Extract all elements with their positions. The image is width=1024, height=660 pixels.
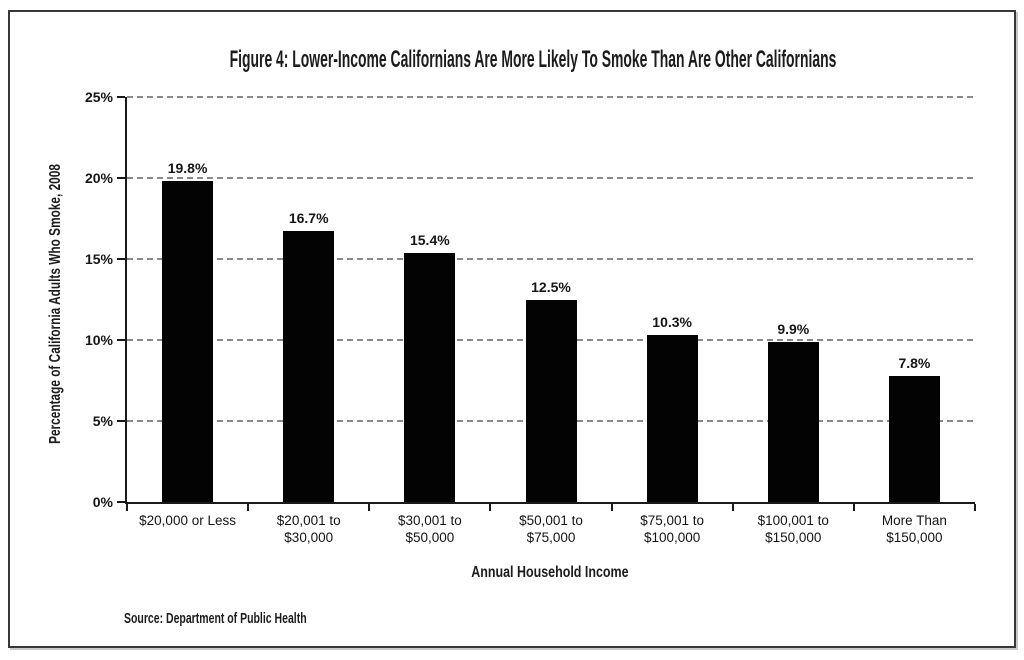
x-tick-4 [610,504,613,511]
category-label-6: $100,001 to $150,000 [757,513,829,545]
x-tick-2 [368,504,371,511]
source-note: Source: Department of Public Health [124,610,307,627]
plot-area: 0% 5% 10% 15% 20% 25% 19.8% $20,000 or Less 16.7… [85,89,976,545]
y-tick-5pct [117,420,125,422]
bar-value-label-2: 16.7% [288,210,329,227]
bar-2 [283,231,335,502]
y-tick-15pct [117,258,125,260]
y-tick-label-15pct: 15% [84,251,113,267]
bar-value-label-4: 12.5% [531,278,571,295]
bar-value-label-3: 15.4% [409,231,450,248]
x-tick-3 [489,504,492,511]
gridline-15pct [127,258,975,260]
bar-value-label-1: 19.8% [167,160,208,177]
source-note-row: Source: Department of Public Health [124,610,385,628]
category-label-2: $20,001 to $30,000 [276,513,341,545]
y-tick-label-10pct: 10% [84,332,113,348]
y-tick-label-25pct: 25% [84,89,113,105]
x-tick-6 [852,504,855,511]
y-tick-label-20pct: 20% [84,170,113,186]
y-axis-title: Percentage of California Adults Who Smok… [47,164,64,444]
figure-title-row: Figure 4: Lower-Income Californians Are … [10,46,1014,74]
category-label-5: $75,001 to $100,000 [640,513,705,545]
bar-7 [888,375,940,502]
category-label-1: $20,000 or Less [139,513,236,528]
bar-3 [404,252,456,502]
bar-value-label-6: 9.9% [777,320,810,337]
figure-title: Figure 4: Lower-Income Californians Are … [229,46,837,73]
figure-frame: Figure 4: Lower-Income Californians Are … [8,10,1016,648]
x-tick-7 [974,504,976,511]
x-tick-1 [247,504,250,511]
bar-value-label-5: 10.3% [652,314,692,331]
gridline-25pct [127,96,975,98]
bar-6 [767,341,819,502]
bar-4 [525,299,577,502]
category-label-3: $30,001 to $50,000 [397,513,462,545]
y-tick-label-5pct: 5% [92,413,113,429]
gridline-20pct [127,177,975,179]
bar-1 [162,181,214,502]
y-tick-25pct [117,96,125,98]
y-tick-label-0pct: 0% [92,494,113,510]
x-tick-0 [126,504,128,511]
x-tick-5 [731,504,734,511]
category-label-7: More Than $150,000 [881,513,947,545]
y-tick-0pct [117,501,125,503]
x-axis-title: Annual Household Income [471,564,629,581]
x-axis-title-row: Annual Household Income [125,564,975,582]
bar-5 [646,335,698,502]
bar-value-label-7: 7.8% [898,354,931,371]
y-tick-10pct [117,339,125,341]
category-label-4: $50,001 to $75,000 [519,513,583,545]
y-tick-20pct [117,177,125,179]
